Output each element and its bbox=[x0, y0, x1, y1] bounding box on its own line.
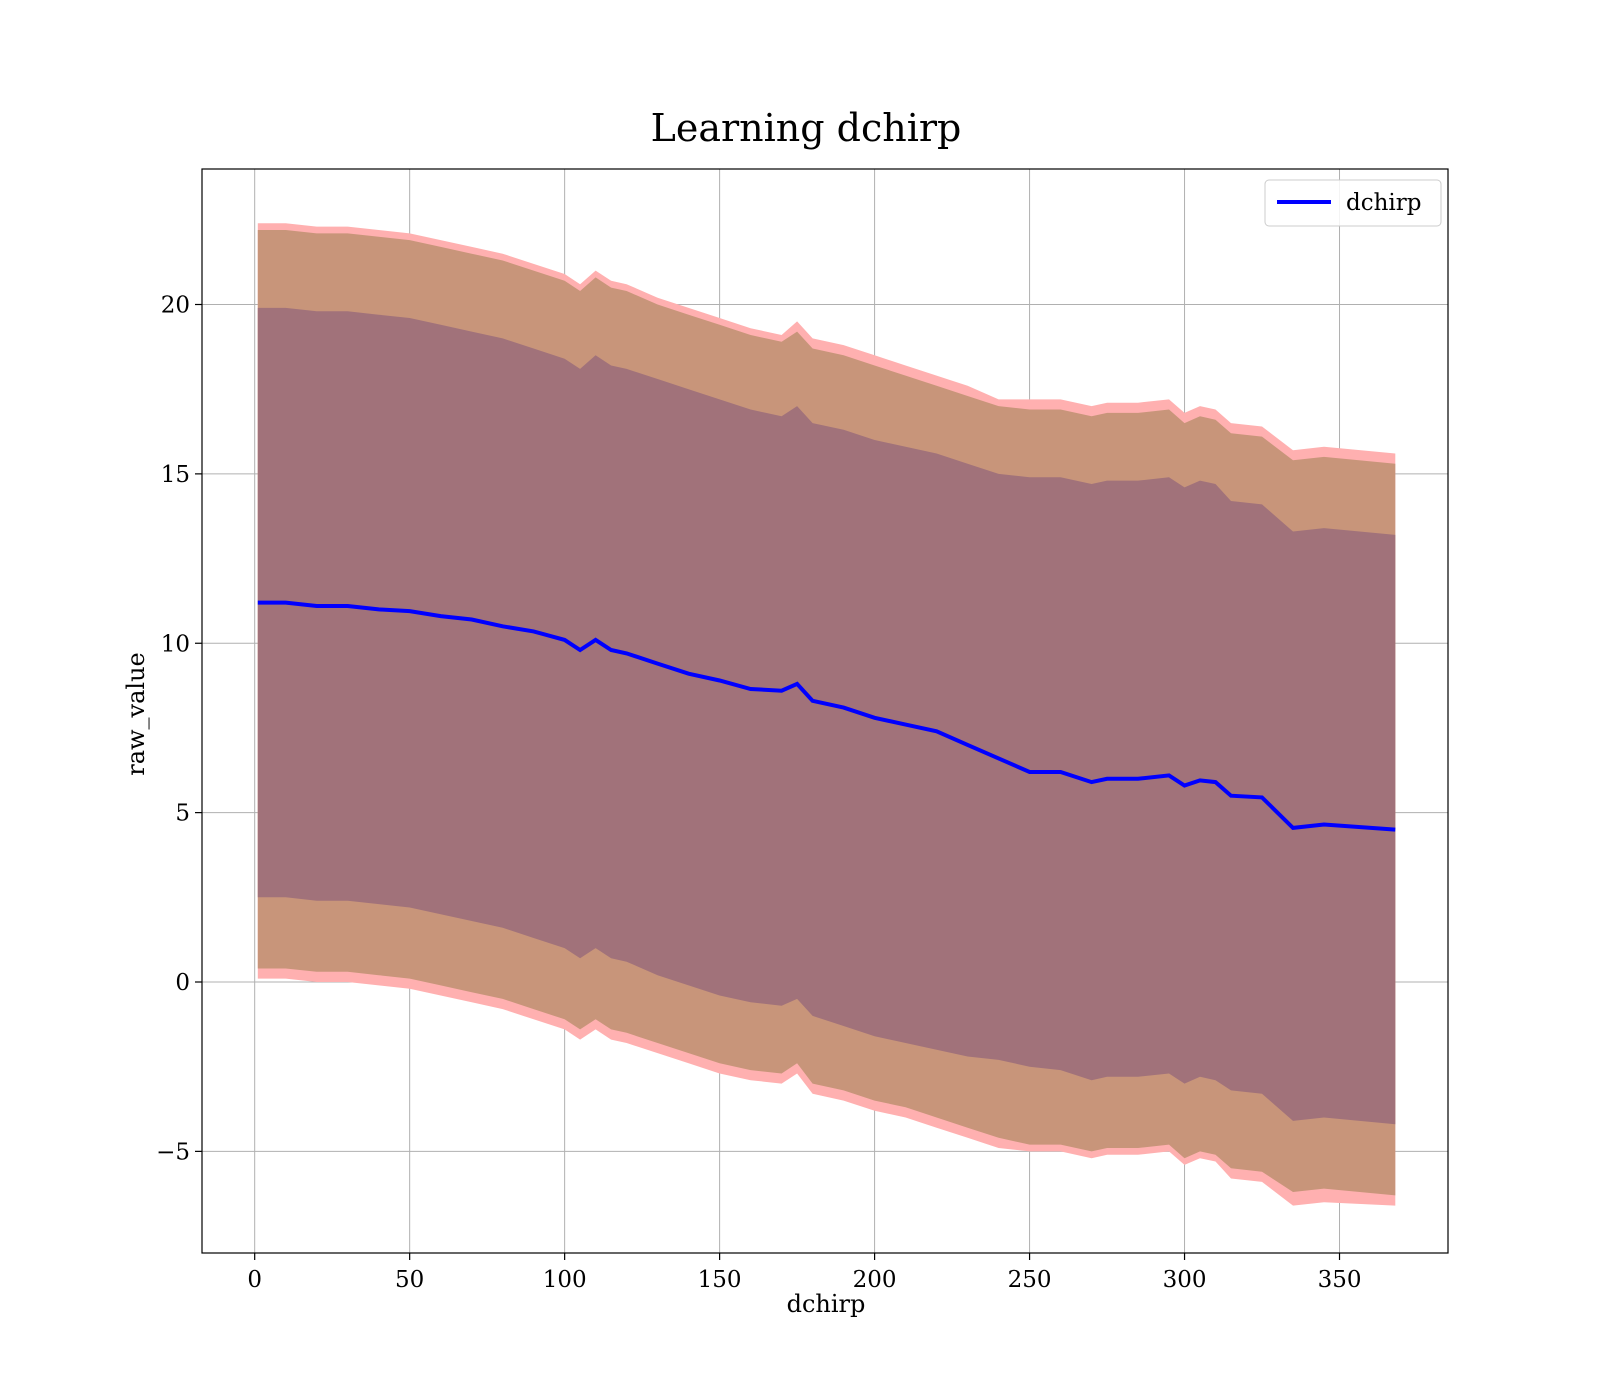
x-tick-label: 150 bbox=[698, 1267, 742, 1293]
y-tick-label: 0 bbox=[175, 970, 190, 996]
x-tick-label: 350 bbox=[1318, 1267, 1362, 1293]
y-axis-label: raw_value bbox=[122, 652, 150, 776]
mean-line bbox=[257, 600, 1396, 832]
x-tick-label: 250 bbox=[1008, 1267, 1052, 1293]
legend-box bbox=[1264, 179, 1442, 227]
x-tick-label: 100 bbox=[543, 1267, 587, 1293]
y-tick-label: −5 bbox=[156, 1139, 190, 1165]
x-axis-label: dchirp bbox=[787, 1290, 866, 1318]
x-tick-label: 0 bbox=[247, 1267, 262, 1293]
y-tick-label: 10 bbox=[161, 631, 190, 657]
inner-band bbox=[257, 307, 1396, 1125]
y-axis: −5 0 5 10 15 20 bbox=[156, 293, 202, 1165]
y-tick-label: 15 bbox=[161, 462, 190, 488]
legend: dchirp bbox=[1264, 179, 1442, 227]
y-tick-label: 5 bbox=[175, 801, 190, 827]
x-tick-label: 300 bbox=[1163, 1267, 1207, 1293]
y-tick-label: 20 bbox=[161, 293, 190, 319]
x-tick-label: 200 bbox=[853, 1267, 897, 1293]
legend-entry-dchirp: dchirp bbox=[1346, 190, 1422, 216]
band-layer bbox=[257, 223, 1396, 1206]
x-tick-label: 50 bbox=[395, 1267, 424, 1293]
plot-area-frame bbox=[201, 168, 1449, 1254]
x-axis: 0 50 100 150 200 250 300 350 bbox=[247, 1253, 1361, 1293]
chart-title: Learning dchirp bbox=[651, 106, 962, 150]
